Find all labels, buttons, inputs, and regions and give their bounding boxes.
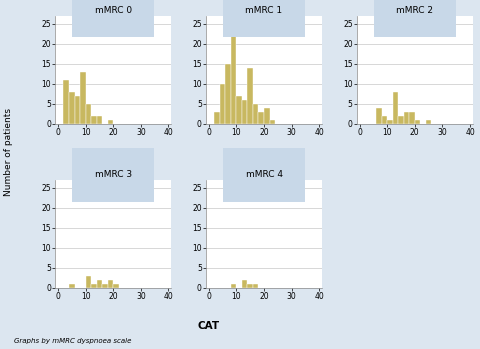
Title: mMRC 3: mMRC 3: [95, 170, 132, 179]
Bar: [387, 120, 393, 124]
Bar: [409, 112, 415, 124]
Bar: [96, 280, 102, 288]
Bar: [214, 112, 220, 124]
Title: mMRC 2: mMRC 2: [396, 6, 433, 15]
Text: Number of patients: Number of patients: [4, 108, 13, 196]
Bar: [236, 96, 242, 124]
Bar: [225, 64, 231, 124]
Bar: [426, 120, 432, 124]
Bar: [415, 120, 420, 124]
Bar: [108, 120, 113, 124]
Bar: [270, 120, 275, 124]
Bar: [91, 116, 96, 124]
Bar: [113, 284, 119, 288]
Bar: [247, 284, 253, 288]
Bar: [85, 104, 91, 124]
Bar: [258, 112, 264, 124]
Title: mMRC 0: mMRC 0: [95, 6, 132, 15]
Bar: [102, 284, 108, 288]
Bar: [253, 284, 258, 288]
Bar: [253, 104, 258, 124]
Text: Graphs by mMRC dyspnoea scale: Graphs by mMRC dyspnoea scale: [14, 338, 132, 344]
Bar: [242, 100, 247, 124]
Bar: [220, 84, 225, 124]
Bar: [264, 108, 270, 124]
Bar: [91, 284, 96, 288]
Bar: [247, 68, 253, 124]
Bar: [69, 284, 74, 288]
Bar: [63, 80, 69, 124]
Bar: [80, 72, 85, 124]
Bar: [231, 284, 236, 288]
Bar: [231, 24, 236, 124]
Bar: [382, 116, 387, 124]
Bar: [69, 92, 74, 124]
Bar: [96, 116, 102, 124]
Bar: [404, 112, 409, 124]
Bar: [242, 280, 247, 288]
Bar: [376, 108, 382, 124]
Bar: [74, 96, 80, 124]
Title: mMRC 1: mMRC 1: [245, 6, 283, 15]
Bar: [393, 92, 398, 124]
Text: CAT: CAT: [198, 321, 220, 331]
Title: mMRC 4: mMRC 4: [245, 170, 283, 179]
Bar: [85, 276, 91, 288]
Bar: [108, 280, 113, 288]
Bar: [398, 116, 404, 124]
